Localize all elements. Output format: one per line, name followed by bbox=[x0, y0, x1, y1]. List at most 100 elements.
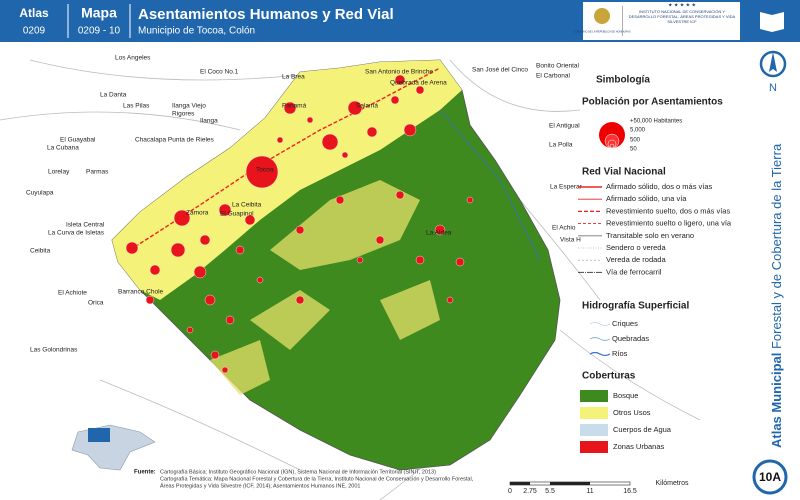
legend-circle bbox=[609, 143, 615, 149]
settlement bbox=[204, 294, 216, 306]
place-label: Ilanga bbox=[200, 118, 218, 125]
map-title: Asentamientos Humanos y Red Vial bbox=[138, 6, 394, 23]
main-road bbox=[129, 67, 441, 251]
settlement bbox=[256, 276, 264, 284]
settlement bbox=[415, 85, 425, 95]
place-label: Chacalapa Punta de Rieles bbox=[135, 137, 215, 144]
settlement bbox=[434, 224, 446, 236]
legend-cover-swatch bbox=[580, 424, 608, 436]
place-label: Quebrada de Arena bbox=[390, 80, 447, 87]
legend-population-title: Población por Asentamientos bbox=[582, 97, 723, 108]
settlement bbox=[125, 241, 139, 255]
legend-hydro-symbol bbox=[589, 351, 611, 357]
settlement bbox=[306, 116, 314, 124]
place-label: Isleta Central bbox=[66, 222, 105, 229]
other-uses bbox=[112, 60, 462, 300]
place-label: La Ceibita bbox=[232, 202, 262, 209]
place-label: El Achio bbox=[552, 225, 576, 232]
settlement bbox=[321, 133, 339, 151]
place-label: Zamora bbox=[186, 210, 209, 217]
series-rest: Forestal y de Cobertura de la Tierra bbox=[769, 143, 784, 353]
legend-hydro-symbol bbox=[589, 337, 611, 341]
settlement bbox=[395, 190, 405, 200]
settlement bbox=[335, 195, 345, 205]
place-label: Parmas bbox=[86, 169, 109, 176]
settlement bbox=[341, 151, 349, 159]
legend-cover-item: Otros Usos bbox=[613, 408, 651, 417]
settlement bbox=[186, 326, 194, 334]
legend-hydro-item: Criques bbox=[612, 319, 638, 328]
legend-cover-item: Cuerpos de Agua bbox=[613, 425, 672, 434]
legend-population-item: +50,000 Habitantes bbox=[630, 119, 682, 125]
scale-unit: Kilómetros bbox=[655, 480, 689, 487]
place-label: Vista H bbox=[560, 237, 581, 244]
legend-roads-title: Red Vial Nacional bbox=[582, 167, 666, 178]
legend-road-item: Revestimiento suelto o ligero, una vía bbox=[606, 219, 732, 228]
scale-tick-label: 2.75 bbox=[523, 488, 537, 495]
settlement bbox=[173, 209, 191, 227]
place-label: San Antonio de Brinche bbox=[365, 69, 433, 76]
settlement bbox=[394, 74, 406, 86]
settlement bbox=[295, 225, 305, 235]
settlement bbox=[375, 235, 385, 245]
place-label: Las Pilas bbox=[123, 103, 150, 110]
legend-hydro-title: Hidrografía Superficial bbox=[582, 301, 689, 312]
settlement bbox=[235, 245, 245, 255]
place-label: Salamá bbox=[356, 103, 378, 110]
place-label: Lorelay bbox=[48, 169, 70, 176]
atlas-label: Atlas bbox=[19, 6, 49, 20]
place-label: Ceibita bbox=[30, 248, 51, 255]
scale-tick-label: 5.5 bbox=[545, 488, 555, 495]
north-label: N bbox=[769, 82, 777, 94]
map-code: 0209 - 10 bbox=[78, 26, 121, 37]
settlement bbox=[347, 100, 363, 116]
inset-locator bbox=[88, 428, 110, 442]
settlement bbox=[455, 257, 465, 267]
sheet-label: 10A bbox=[759, 470, 781, 484]
place-label: San José del Cinco bbox=[472, 67, 528, 74]
map-label: Mapa bbox=[81, 5, 117, 21]
scale-segment bbox=[550, 482, 590, 485]
legend-road-item: Afirmado sólido, dos o más vías bbox=[606, 182, 713, 191]
place-label: Los Angeles bbox=[115, 55, 151, 62]
legend-cover-swatch bbox=[580, 390, 608, 402]
place-label: El Achiote bbox=[58, 290, 87, 297]
legend-cover-item: Bosque bbox=[613, 391, 638, 400]
source-line: Cartografía Temática: Mapa Nacional Fore… bbox=[160, 476, 474, 482]
place-label: Ilanga Viejo bbox=[172, 103, 206, 110]
logo-right: INSTITUTO NACIONAL DE CONSERVACIÓN Y DES… bbox=[628, 9, 736, 24]
legend-cover-swatch bbox=[580, 441, 608, 453]
sheet-circle bbox=[752, 459, 788, 495]
settlement bbox=[149, 264, 161, 276]
legend-hydro-item: Ríos bbox=[612, 349, 628, 358]
settlement bbox=[283, 101, 297, 115]
place-label: La Cubana bbox=[47, 145, 79, 152]
scale-tick-label: 16.5 bbox=[623, 488, 637, 495]
settlement bbox=[403, 123, 417, 137]
settlement bbox=[415, 255, 425, 265]
scale-tick-label: 11 bbox=[586, 488, 593, 495]
place-label: El Antigual bbox=[549, 123, 580, 130]
scale-bar: 0 2.75 5.5 11 16.5 Kilómetros bbox=[508, 480, 689, 495]
logo-right-text: INSTITUTO NACIONAL DE CONSERVACIÓN Y DES… bbox=[628, 9, 736, 24]
legend-hydro-symbol bbox=[589, 322, 611, 326]
legend-cover-swatch bbox=[580, 407, 608, 419]
place-label: Las Golondrinas bbox=[30, 347, 78, 354]
legend-title: Simbología bbox=[596, 75, 650, 86]
place-label: La Danta bbox=[100, 92, 127, 99]
place-label: La Curva de Isletas bbox=[48, 230, 105, 237]
logo-box bbox=[583, 2, 740, 40]
settlement bbox=[245, 155, 279, 189]
settlement bbox=[446, 296, 454, 304]
logo-left-text: GOBIERNO DE LA REPÚBLICA DE HONDURAS bbox=[573, 29, 630, 34]
series-bold: Atlas Municipal bbox=[769, 353, 784, 448]
place-label: Bonito Oriental bbox=[536, 63, 580, 70]
place-label: El Guayabal bbox=[60, 137, 96, 144]
settlement bbox=[295, 295, 305, 305]
legend-road-item: Sendero o vereda bbox=[606, 243, 666, 252]
place-label: El Carbonal bbox=[536, 73, 571, 80]
legend-road-item: Transitable solo en verano bbox=[606, 231, 694, 240]
logo-divider bbox=[622, 6, 623, 36]
settlement bbox=[366, 126, 378, 138]
place-label: Barranco Chole bbox=[118, 289, 164, 296]
